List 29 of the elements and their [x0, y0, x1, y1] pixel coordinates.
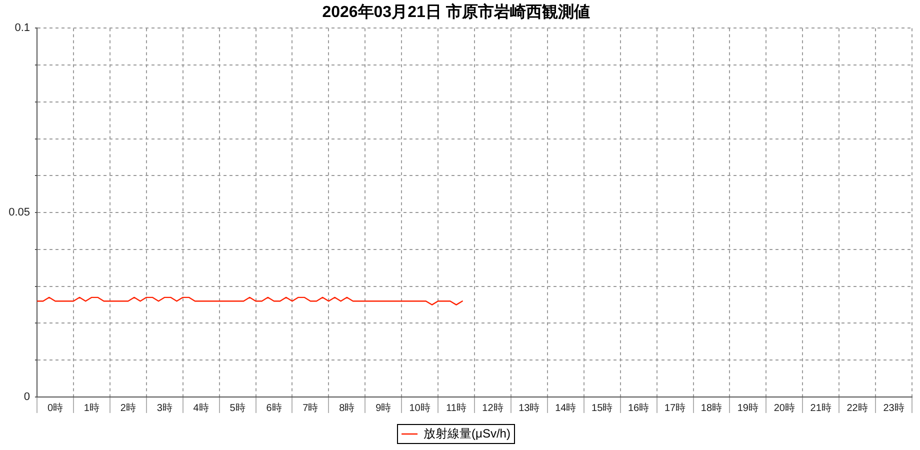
x-tick-label: 4時: [193, 402, 209, 414]
x-tick-label: 9時: [376, 402, 392, 414]
x-tick-label: 14時: [555, 402, 576, 414]
x-tick-label: 3時: [156, 402, 172, 414]
x-tick-label: 15時: [592, 402, 613, 414]
x-tick-label: 11時: [446, 402, 466, 414]
x-tick-label: 23時: [883, 402, 904, 414]
x-tick-label: 10時: [409, 402, 430, 414]
x-tick-label: 22時: [846, 402, 868, 414]
x-tick-label: 6時: [266, 402, 282, 414]
x-tick-label: 7時: [302, 402, 318, 414]
x-tick-label: 21時: [810, 402, 832, 414]
x-tick-label: 5時: [230, 402, 246, 414]
x-tick-label: 20時: [774, 402, 795, 414]
x-tick-label: 2時: [120, 402, 136, 414]
x-tick-label: 13時: [518, 402, 540, 414]
x-tick-label: 8時: [339, 402, 355, 414]
x-tick-label: 19時: [737, 402, 758, 414]
y-tick-label: 0.1: [14, 22, 30, 34]
x-tick-label: 18時: [700, 402, 722, 414]
y-tick-label: 0: [24, 391, 30, 404]
x-tick-label: 12時: [482, 402, 504, 414]
legend-label: 放射線量(μSv/h): [424, 426, 510, 440]
x-tick-label: 17時: [664, 402, 686, 414]
x-tick-label: 0時: [47, 402, 64, 414]
x-tick-label: 16時: [628, 402, 650, 414]
y-tick-label: 0.05: [8, 206, 30, 219]
chart-title: 2026年03月21日 市原市岩崎西観測値: [322, 3, 590, 22]
x-tick-label: 1時: [84, 402, 100, 414]
